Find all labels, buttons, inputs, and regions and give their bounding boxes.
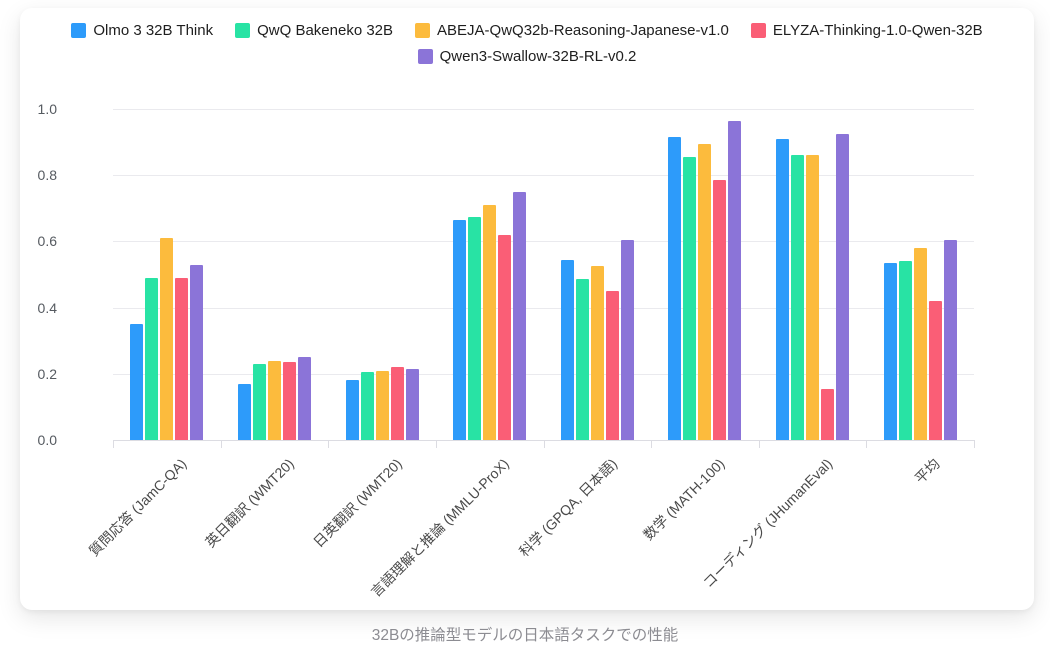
- x-axis-tick: [866, 440, 868, 448]
- bar-group: [544, 109, 652, 440]
- bar[interactable]: [943, 239, 957, 440]
- bar[interactable]: [806, 155, 820, 440]
- bar[interactable]: [190, 264, 204, 440]
- y-axis-tick-label: 0.4: [37, 299, 57, 316]
- legend-label: ABEJA-QwQ32b-Reasoning-Japanese-v1.0: [437, 22, 729, 39]
- bar[interactable]: [483, 205, 497, 440]
- gridline: [113, 307, 974, 309]
- bar[interactable]: [498, 234, 512, 440]
- x-axis-tick: [435, 440, 437, 448]
- bar[interactable]: [160, 238, 174, 440]
- gridline: [113, 175, 974, 177]
- bar-group: [866, 109, 974, 440]
- legend-label: ELYZA-Thinking-1.0-Qwen-32B: [772, 22, 983, 39]
- bar[interactable]: [620, 239, 634, 440]
- y-axis-tick-label: 0.6: [37, 233, 57, 250]
- bar[interactable]: [468, 216, 482, 440]
- legend-item[interactable]: Olmo 3 32B Think: [71, 22, 213, 39]
- bar[interactable]: [898, 261, 912, 440]
- bar[interactable]: [836, 133, 850, 440]
- y-axis-tick-label: 0.8: [37, 167, 57, 184]
- bar[interactable]: [913, 248, 927, 440]
- gridline: [113, 109, 974, 110]
- legend-label: Olmo 3 32B Think: [93, 22, 214, 39]
- x-axis-tick: [651, 440, 653, 448]
- bar-group: [759, 109, 867, 440]
- bar[interactable]: [360, 372, 374, 440]
- x-axis-category-label: 英日翻訳 (WMT20): [202, 455, 298, 551]
- bar[interactable]: [252, 363, 266, 440]
- bar-group: [651, 109, 759, 440]
- legend-swatch-icon: [417, 49, 433, 64]
- bar-group: [221, 109, 329, 440]
- legend-row: Olmo 3 32B Think QwQ Bakeneko 32B ABEJA-Qw…: [71, 22, 983, 39]
- bar[interactable]: [668, 137, 682, 440]
- y-axis-tick-label: 0.2: [37, 365, 57, 382]
- bar[interactable]: [728, 120, 742, 440]
- x-axis-category-label: 質問応答 (JamC-QA): [85, 455, 190, 560]
- bar[interactable]: [513, 191, 527, 440]
- bar[interactable]: [683, 157, 697, 440]
- y-axis-tick-label: 0.0: [37, 432, 57, 448]
- bar[interactable]: [282, 362, 296, 440]
- bar[interactable]: [297, 357, 311, 440]
- chart-caption: 32Bの推論型モデルの日本語タスクでの性能: [371, 627, 679, 644]
- legend-swatch-icon: [750, 23, 766, 38]
- bar[interactable]: [590, 266, 604, 440]
- legend-swatch-icon: [415, 23, 431, 38]
- bar[interactable]: [345, 380, 359, 440]
- bar[interactable]: [453, 219, 467, 440]
- bar[interactable]: [605, 291, 619, 440]
- x-axis-tick: [543, 440, 545, 448]
- chart-card: Olmo 3 32B Think QwQ Bakeneko 32B ABEJA-Qw…: [20, 8, 1034, 610]
- legend-row: Qwen3-Swallow-32B-RL-v0.2: [417, 48, 637, 65]
- x-axis-category-label: 数学 (MATH-100): [640, 455, 728, 543]
- x-axis-category-label: 平均: [911, 455, 943, 487]
- legend-item[interactable]: ABEJA-QwQ32b-Reasoning-Japanese-v1.0: [415, 22, 729, 39]
- x-axis-tick: [328, 440, 330, 448]
- x-axis-tick: [113, 440, 114, 448]
- bar[interactable]: [698, 143, 712, 440]
- bar[interactable]: [237, 383, 251, 440]
- bar[interactable]: [560, 259, 574, 440]
- bar-group: [113, 109, 221, 440]
- bar-group: [436, 109, 544, 440]
- legend-swatch-icon: [235, 23, 251, 38]
- legend-item[interactable]: Qwen3-Swallow-32B-RL-v0.2: [417, 48, 637, 65]
- x-axis-tick: [758, 440, 760, 448]
- bar[interactable]: [130, 324, 144, 440]
- bar[interactable]: [883, 262, 897, 440]
- gridline: [113, 241, 974, 243]
- bar[interactable]: [928, 300, 942, 440]
- x-axis-tick: [220, 440, 222, 448]
- bar[interactable]: [821, 388, 835, 440]
- bar[interactable]: [375, 370, 389, 440]
- bar[interactable]: [175, 277, 189, 440]
- bar[interactable]: [713, 180, 727, 440]
- gridline: [113, 373, 974, 375]
- bar[interactable]: [575, 279, 589, 440]
- chart-legend: Olmo 3 32B Think QwQ Bakeneko 32B ABEJA-Qw…: [20, 22, 1034, 65]
- bar-group: [328, 109, 436, 440]
- bar[interactable]: [390, 367, 404, 440]
- bar[interactable]: [267, 360, 281, 440]
- x-axis-category-label: 科学 (GPQA, 日本語): [515, 455, 621, 560]
- bar[interactable]: [791, 155, 805, 440]
- y-axis-tick-label: 1.0: [37, 101, 57, 117]
- legend-swatch-icon: [71, 23, 87, 38]
- bar[interactable]: [776, 138, 790, 440]
- legend-item[interactable]: QwQ Bakeneko 32B: [235, 22, 393, 39]
- bar[interactable]: [405, 368, 419, 440]
- legend-item[interactable]: ELYZA-Thinking-1.0-Qwen-32B: [750, 22, 983, 39]
- bar[interactable]: [145, 277, 159, 440]
- legend-label: Qwen3-Swallow-32B-RL-v0.2: [439, 48, 637, 65]
- plot-area: 0.0 0.2 0.4 0.6 0.8 1.0 質問応答 (JamC-QA) 英日翻訳 (WM…: [38, 101, 975, 600]
- x-axis-tick: [974, 440, 975, 448]
- x-axis-category-label: 日英翻訳 (WMT20): [309, 455, 405, 551]
- legend-label: QwQ Bakeneko 32B: [257, 22, 394, 39]
